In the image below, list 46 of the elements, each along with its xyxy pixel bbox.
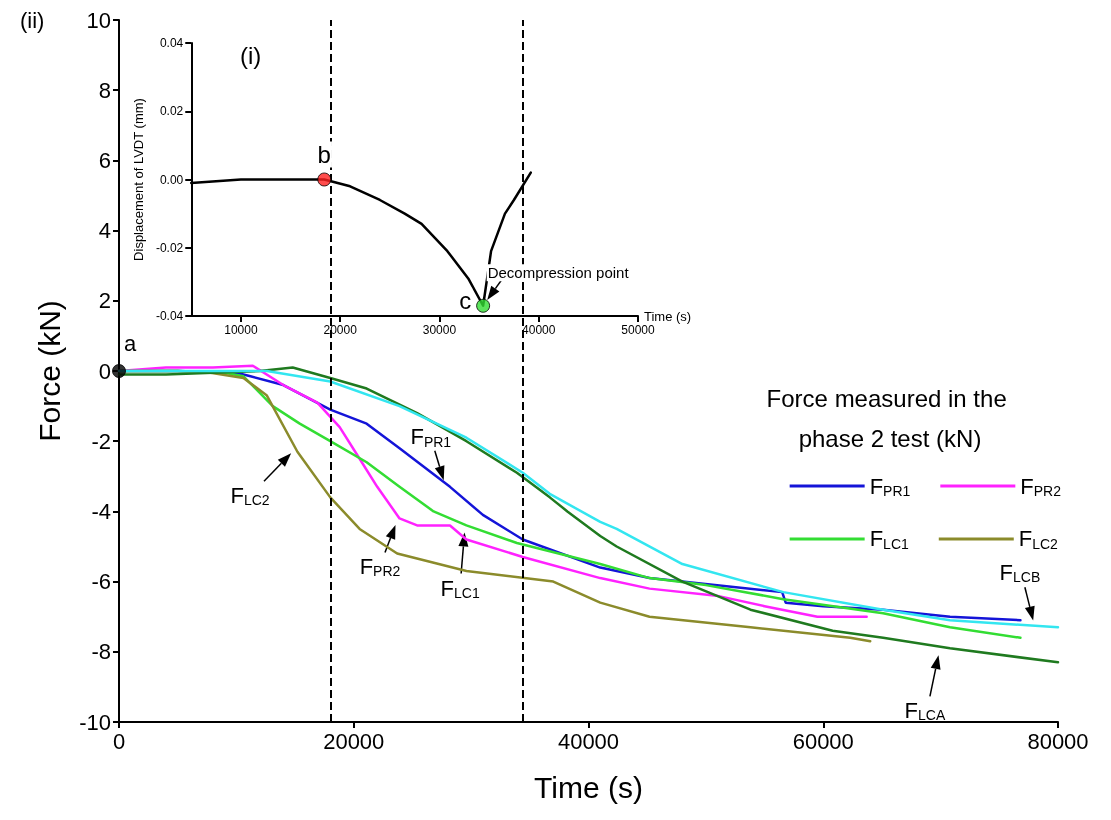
y-tick-label: -10 xyxy=(79,709,111,735)
y-axis-title: Displacement of LVDT (mm) xyxy=(131,98,146,261)
x-tick-label: 40000 xyxy=(557,728,620,754)
y-tick-label: 2 xyxy=(98,288,111,314)
legend-label: FLC1 xyxy=(869,526,909,552)
annotation: b xyxy=(317,141,331,168)
text: (ii) xyxy=(20,7,45,33)
y-tick-label: -0.02 xyxy=(155,240,184,255)
legend-label: FPR2 xyxy=(1020,473,1062,499)
y-tick-label: -4 xyxy=(91,498,111,524)
x-tick-label: 40000 xyxy=(522,323,556,337)
x-axis-title: Time (s) xyxy=(644,308,692,324)
y-tick-label: 0.04 xyxy=(159,36,184,50)
x-tick-label: 30000 xyxy=(422,323,457,337)
y-axis-title: Force (kN) xyxy=(32,300,66,442)
x-tick-label: 50000 xyxy=(621,323,656,337)
y-tick-label: -0.04 xyxy=(155,309,184,323)
legend-label: FPR1 xyxy=(869,473,911,499)
annotation: c xyxy=(459,287,472,315)
annotation: Decompression point xyxy=(487,264,630,282)
annotation: a xyxy=(123,330,137,356)
x-tick-label: 20000 xyxy=(323,728,385,754)
y-tick-label: 10 xyxy=(86,7,111,33)
y-tick-label: -6 xyxy=(91,569,111,595)
annotation: FLCB xyxy=(999,559,1041,586)
annotation: FLC2 xyxy=(230,482,270,509)
y-tick-label: 0.00 xyxy=(159,172,184,187)
y-tick-label: 8 xyxy=(98,77,111,103)
annotation: (i) xyxy=(240,41,262,69)
legend-label: FLC2 xyxy=(1018,526,1059,552)
annotation: FLC1 xyxy=(440,575,480,602)
annotation: FLCA xyxy=(904,697,946,724)
annotation: FPR1 xyxy=(410,424,452,450)
y-tick-label: 6 xyxy=(98,147,111,173)
legend-title: Force measured in the phase 2 test (kN) xyxy=(766,384,1014,452)
x-tick-label: 20000 xyxy=(323,323,358,337)
x-tick-label: 80000 xyxy=(1027,728,1089,754)
x-tick-label: 60000 xyxy=(792,728,854,754)
y-tick-label: -2 xyxy=(91,428,111,454)
annotation: FPR2 xyxy=(359,553,401,580)
x-tick-label: 10000 xyxy=(224,323,258,337)
y-tick-label: -8 xyxy=(91,639,111,665)
y-tick-label: 0.02 xyxy=(159,104,184,119)
x-axis-title: Time (s) xyxy=(534,770,643,804)
y-tick-label: 0 xyxy=(98,358,111,384)
y-tick-label: 4 xyxy=(98,218,111,244)
